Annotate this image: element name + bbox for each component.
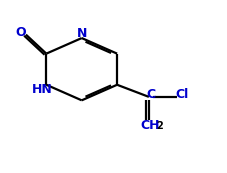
Text: HN: HN [32, 83, 53, 96]
Text: 2: 2 [156, 121, 163, 131]
Text: N: N [76, 27, 87, 40]
Text: O: O [16, 26, 26, 39]
Text: C: C [146, 88, 155, 101]
Text: Cl: Cl [176, 88, 189, 101]
Text: CH: CH [140, 119, 160, 133]
